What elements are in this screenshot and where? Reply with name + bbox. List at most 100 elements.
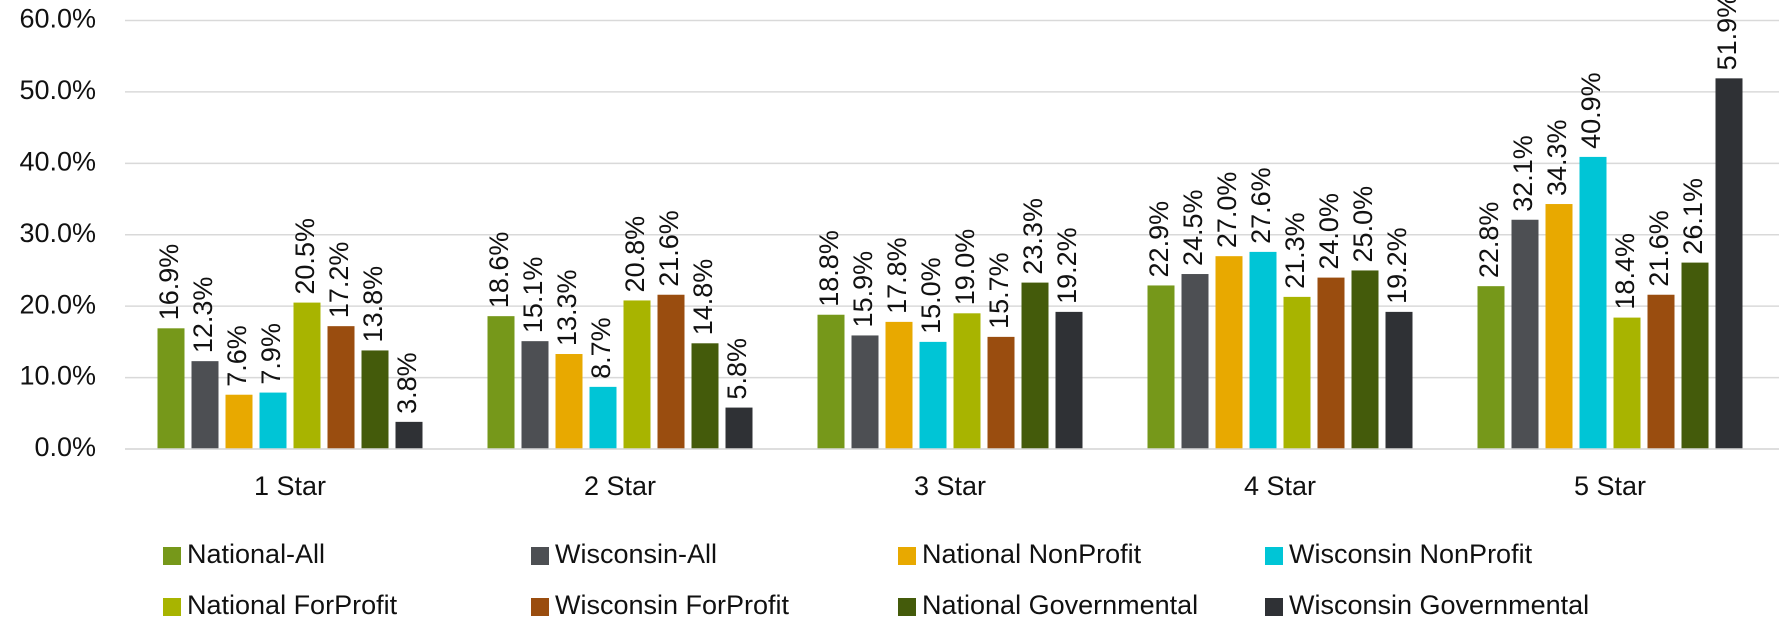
bar — [1351, 270, 1379, 449]
y-tick-label: 30.0% — [19, 218, 96, 248]
value-label: 23.3% — [1018, 198, 1048, 275]
bar — [1055, 311, 1083, 449]
bar — [191, 361, 219, 449]
value-label: 18.6% — [484, 232, 514, 309]
value-label: 19.2% — [1382, 227, 1412, 304]
legend-label: Wisconsin NonProfit — [1289, 539, 1533, 569]
bar — [1147, 285, 1175, 449]
bar — [487, 316, 515, 449]
y-tick-label: 10.0% — [19, 361, 96, 391]
bar — [851, 335, 879, 449]
value-label: 12.3% — [188, 277, 218, 354]
x-tick-label: 1 Star — [254, 471, 326, 501]
legend-label: National Governmental — [922, 590, 1198, 620]
x-tick-label: 4 Star — [1244, 471, 1316, 501]
bar — [1715, 78, 1743, 449]
bar — [1647, 294, 1675, 449]
bar — [987, 336, 1015, 449]
legend-swatch — [898, 598, 916, 616]
value-label: 15.1% — [518, 257, 548, 334]
bar — [1021, 282, 1049, 449]
bar — [1681, 262, 1709, 449]
value-label: 5.8% — [722, 338, 752, 400]
legend-swatch — [1265, 598, 1283, 616]
value-label: 19.2% — [1052, 227, 1082, 304]
legend-label: Wisconsin ForProfit — [555, 590, 790, 620]
bar — [623, 300, 651, 449]
bar — [225, 394, 253, 449]
value-label: 14.8% — [688, 259, 718, 336]
y-tick-label: 20.0% — [19, 289, 96, 319]
bar — [1477, 286, 1505, 449]
legend-label: Wisconsin-All — [555, 539, 717, 569]
value-label: 27.6% — [1246, 167, 1276, 244]
bar — [919, 341, 947, 449]
value-label: 24.5% — [1178, 189, 1208, 266]
bar — [885, 321, 913, 449]
bar — [555, 354, 583, 449]
bar — [361, 350, 389, 449]
value-label: 17.2% — [324, 242, 354, 319]
x-tick-label: 3 Star — [914, 471, 986, 501]
y-tick-label: 50.0% — [19, 75, 96, 105]
value-label: 7.9% — [256, 323, 286, 385]
bar — [953, 313, 981, 449]
bar — [691, 343, 719, 449]
bar — [1283, 296, 1311, 449]
legend-swatch — [531, 598, 549, 616]
value-label: 15.7% — [984, 252, 1014, 329]
bar — [1579, 156, 1607, 450]
bar — [589, 386, 617, 449]
legend-label: National NonProfit — [922, 539, 1142, 569]
bar — [327, 326, 355, 449]
bar — [293, 302, 321, 449]
bar — [1181, 274, 1209, 449]
value-label: 16.9% — [154, 244, 184, 321]
bar — [259, 392, 287, 449]
value-label: 21.3% — [1280, 212, 1310, 289]
y-tick-label: 0.0% — [34, 432, 96, 462]
value-label: 20.8% — [620, 216, 650, 293]
value-label: 3.8% — [392, 352, 422, 414]
value-label: 32.1% — [1508, 135, 1538, 212]
value-label: 18.4% — [1610, 233, 1640, 310]
bar — [1385, 311, 1413, 449]
legend-swatch — [163, 598, 181, 616]
value-label: 40.9% — [1576, 72, 1606, 149]
value-label: 20.5% — [290, 218, 320, 295]
value-label: 13.3% — [552, 269, 582, 346]
legend-label: Wisconsin Governmental — [1289, 590, 1589, 620]
value-label: 51.9% — [1712, 0, 1742, 70]
bar — [1249, 251, 1277, 449]
bar — [395, 421, 423, 449]
y-tick-label: 40.0% — [19, 146, 96, 176]
value-label: 15.9% — [848, 251, 878, 328]
bar — [657, 294, 685, 449]
value-label: 34.3% — [1542, 119, 1572, 196]
bar — [1511, 219, 1539, 449]
value-label: 18.8% — [814, 230, 844, 307]
legend-swatch — [898, 547, 916, 565]
value-label: 27.0% — [1212, 172, 1242, 249]
bar — [1317, 277, 1345, 449]
value-label: 7.6% — [222, 325, 252, 387]
bar — [1545, 204, 1573, 449]
x-tick-label: 2 Star — [584, 471, 656, 501]
bar — [725, 407, 753, 449]
value-label: 22.8% — [1474, 202, 1504, 279]
value-label: 24.0% — [1314, 193, 1344, 270]
value-label: 13.8% — [358, 266, 388, 343]
value-label: 26.1% — [1678, 178, 1708, 255]
bar — [1215, 256, 1243, 449]
bar — [521, 341, 549, 449]
bar — [1613, 317, 1641, 449]
value-label: 21.6% — [654, 210, 684, 287]
value-label: 22.9% — [1144, 201, 1174, 278]
legend-swatch — [163, 547, 181, 565]
legend-swatch — [531, 547, 549, 565]
value-label: 15.0% — [916, 257, 946, 334]
value-label: 25.0% — [1348, 186, 1378, 263]
bar — [157, 328, 185, 449]
x-tick-label: 5 Star — [1574, 471, 1646, 501]
